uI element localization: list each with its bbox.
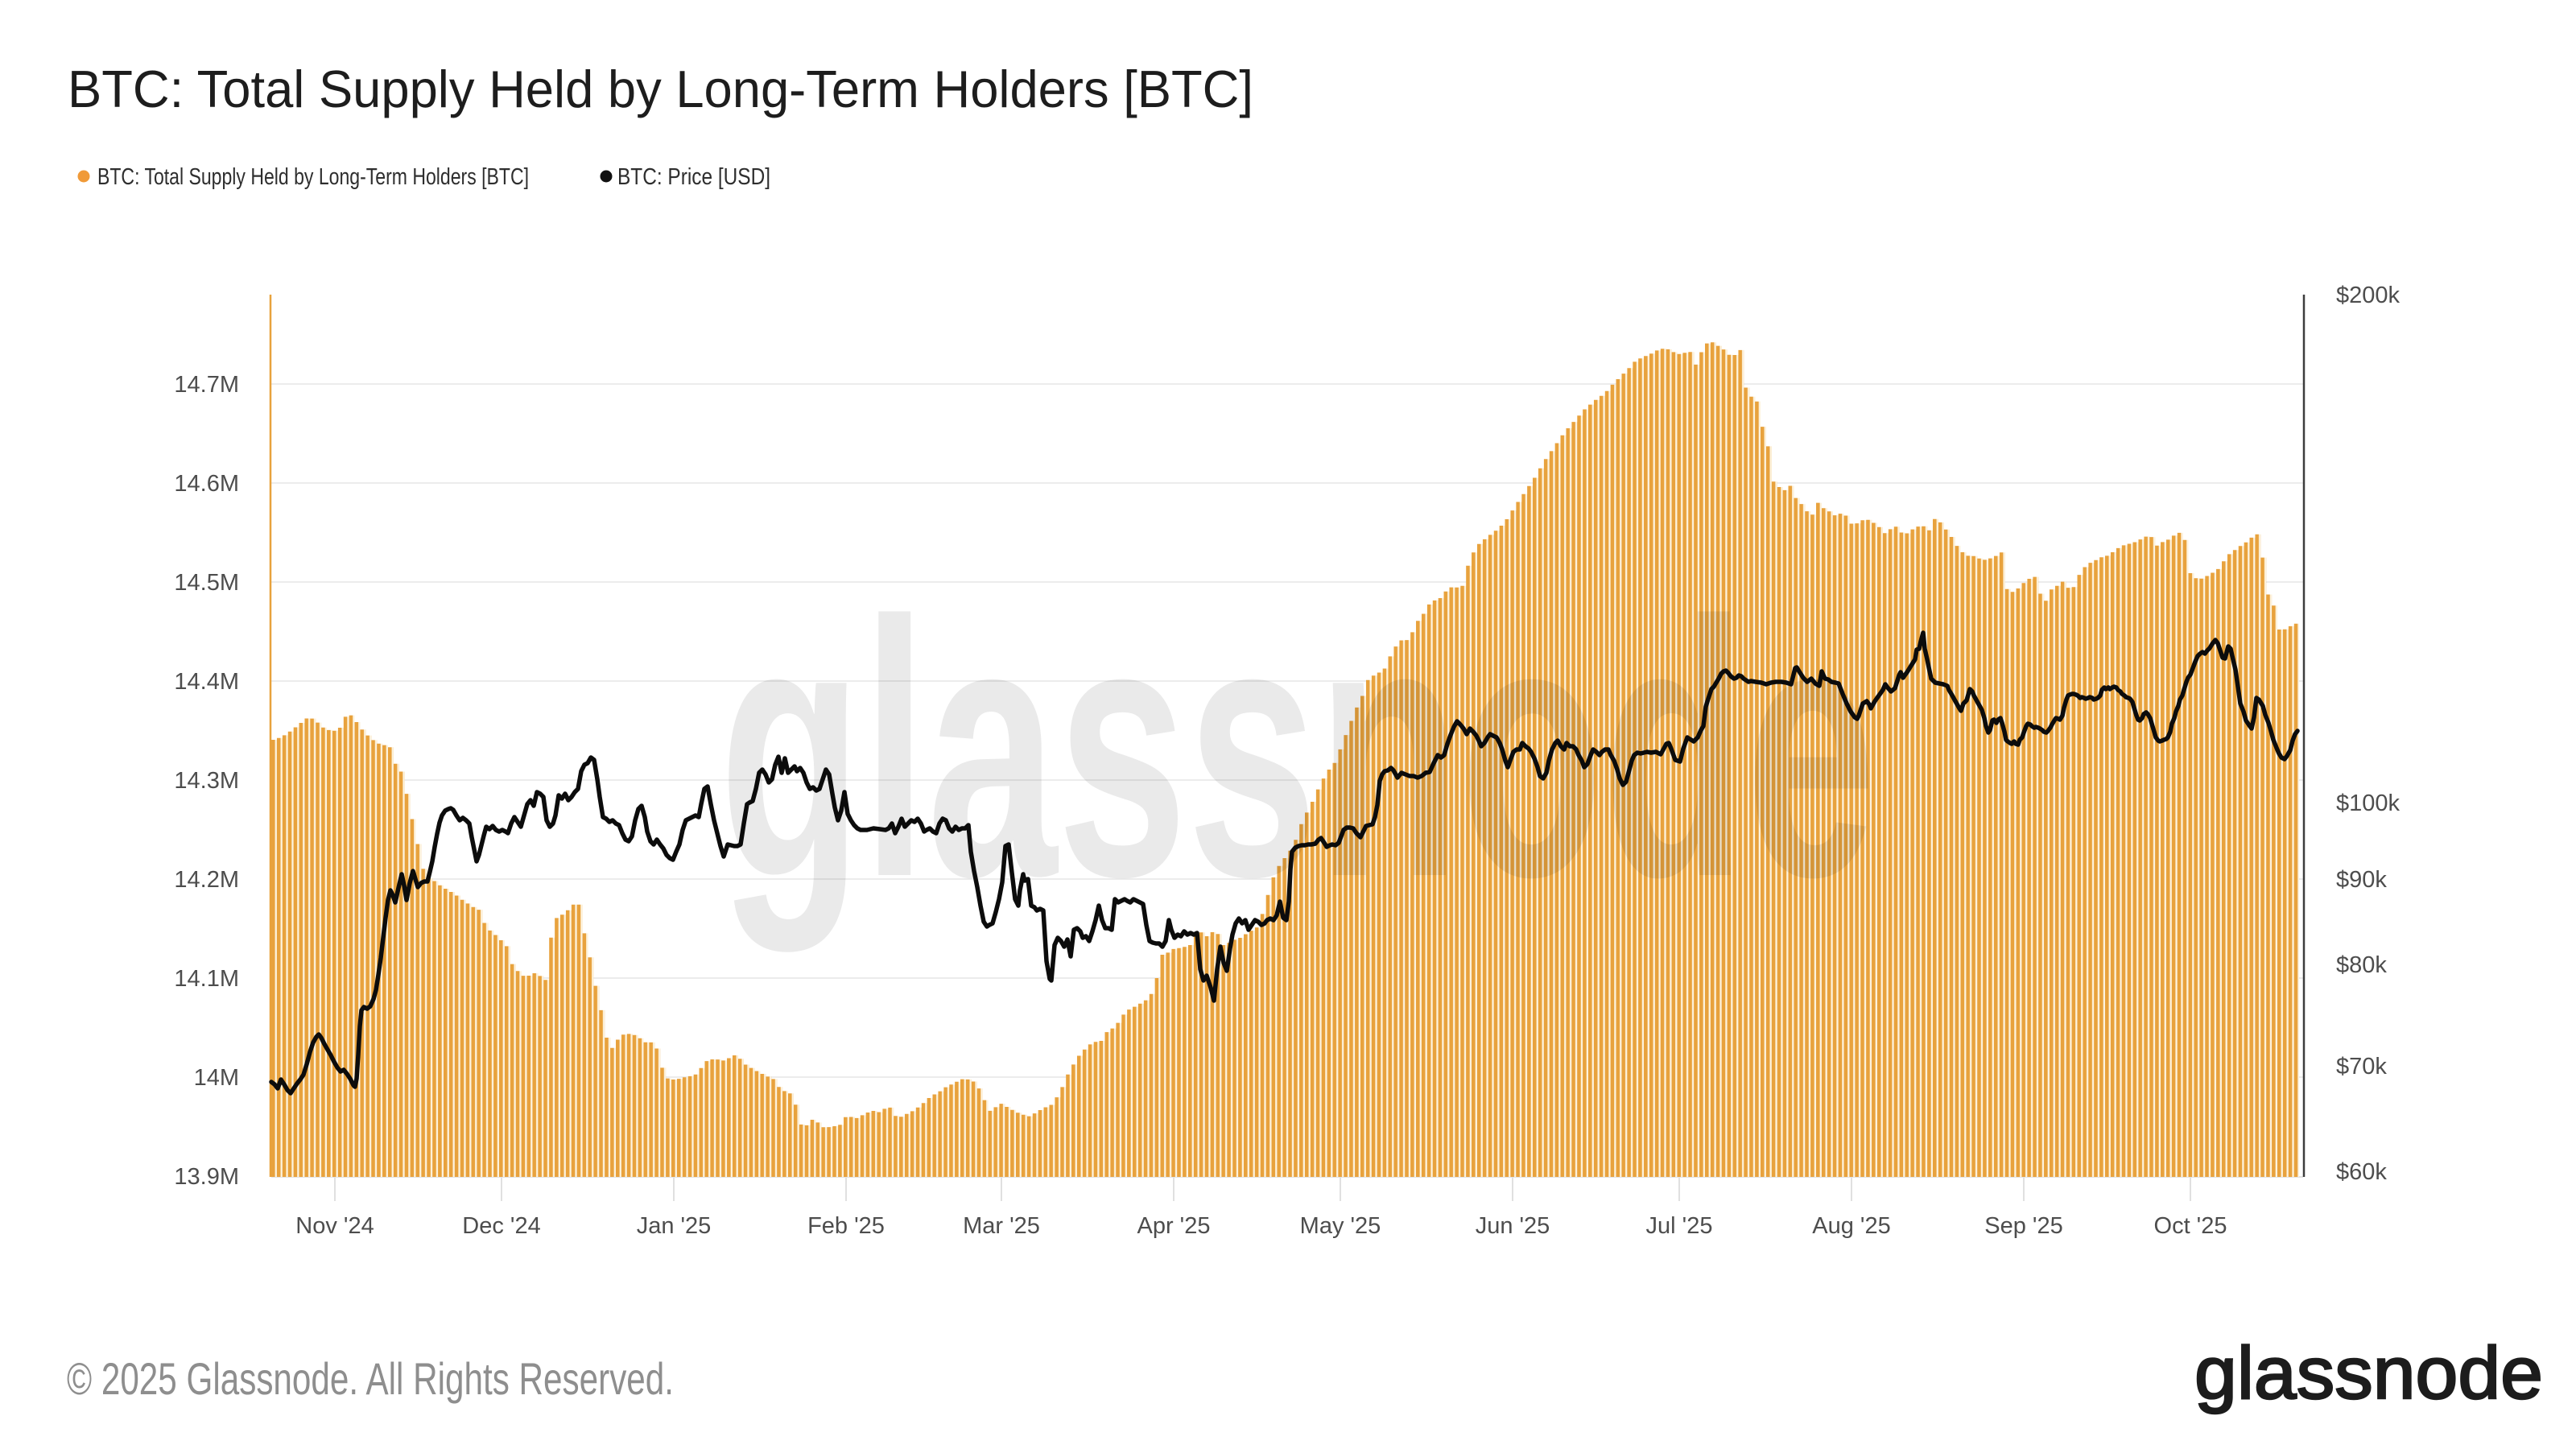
- svg-text:$60k: $60k: [2336, 1159, 2387, 1185]
- svg-text:Feb '25: Feb '25: [807, 1213, 885, 1239]
- svg-text:Aug '25: Aug '25: [1812, 1213, 1890, 1239]
- svg-text:glassnode: glassnode: [2194, 1332, 2543, 1414]
- svg-text:Apr '25: Apr '25: [1137, 1213, 1211, 1239]
- svg-text:Jun '25: Jun '25: [1476, 1213, 1550, 1239]
- svg-text:$90k: $90k: [2336, 867, 2387, 893]
- svg-text:14M: 14M: [194, 1065, 239, 1091]
- svg-text:14.2M: 14.2M: [174, 867, 239, 893]
- svg-text:Mar '25: Mar '25: [963, 1213, 1040, 1239]
- svg-text:14.5M: 14.5M: [174, 570, 239, 596]
- svg-text:$200k: $200k: [2336, 283, 2401, 308]
- svg-text:BTC: Price [USD]: BTC: Price [USD]: [617, 164, 770, 190]
- svg-text:14.7M: 14.7M: [174, 372, 239, 398]
- svg-text:Jan '25: Jan '25: [637, 1213, 712, 1239]
- svg-text:Sep '25: Sep '25: [1984, 1213, 2062, 1239]
- svg-text:14.3M: 14.3M: [174, 768, 239, 794]
- svg-text:Nov '24: Nov '24: [295, 1213, 374, 1239]
- svg-text:$70k: $70k: [2336, 1054, 2387, 1080]
- svg-text:14.6M: 14.6M: [174, 471, 239, 497]
- svg-text:Dec '24: Dec '24: [462, 1213, 540, 1239]
- svg-text:Jul '25: Jul '25: [1646, 1213, 1713, 1239]
- svg-text:May '25: May '25: [1300, 1213, 1381, 1239]
- svg-text:14.1M: 14.1M: [174, 966, 239, 992]
- svg-text:BTC: Total Supply Held by Long: BTC: Total Supply Held by Long-Term Hold…: [97, 164, 529, 190]
- svg-text:$80k: $80k: [2336, 952, 2387, 978]
- svg-text:BTC: Total Supply Held by Long: BTC: Total Supply Held by Long-Term Hold…: [68, 60, 1253, 118]
- svg-text:glassnode: glassnode: [720, 546, 1876, 955]
- svg-text:13.9M: 13.9M: [174, 1164, 239, 1190]
- svg-text:14.4M: 14.4M: [174, 669, 239, 695]
- svg-text:Oct '25: Oct '25: [2154, 1213, 2227, 1239]
- svg-text:$100k: $100k: [2336, 791, 2401, 816]
- svg-text:© 2025 Glassnode. All Rights R: © 2025 Glassnode. All Rights Reserved.: [67, 1353, 674, 1404]
